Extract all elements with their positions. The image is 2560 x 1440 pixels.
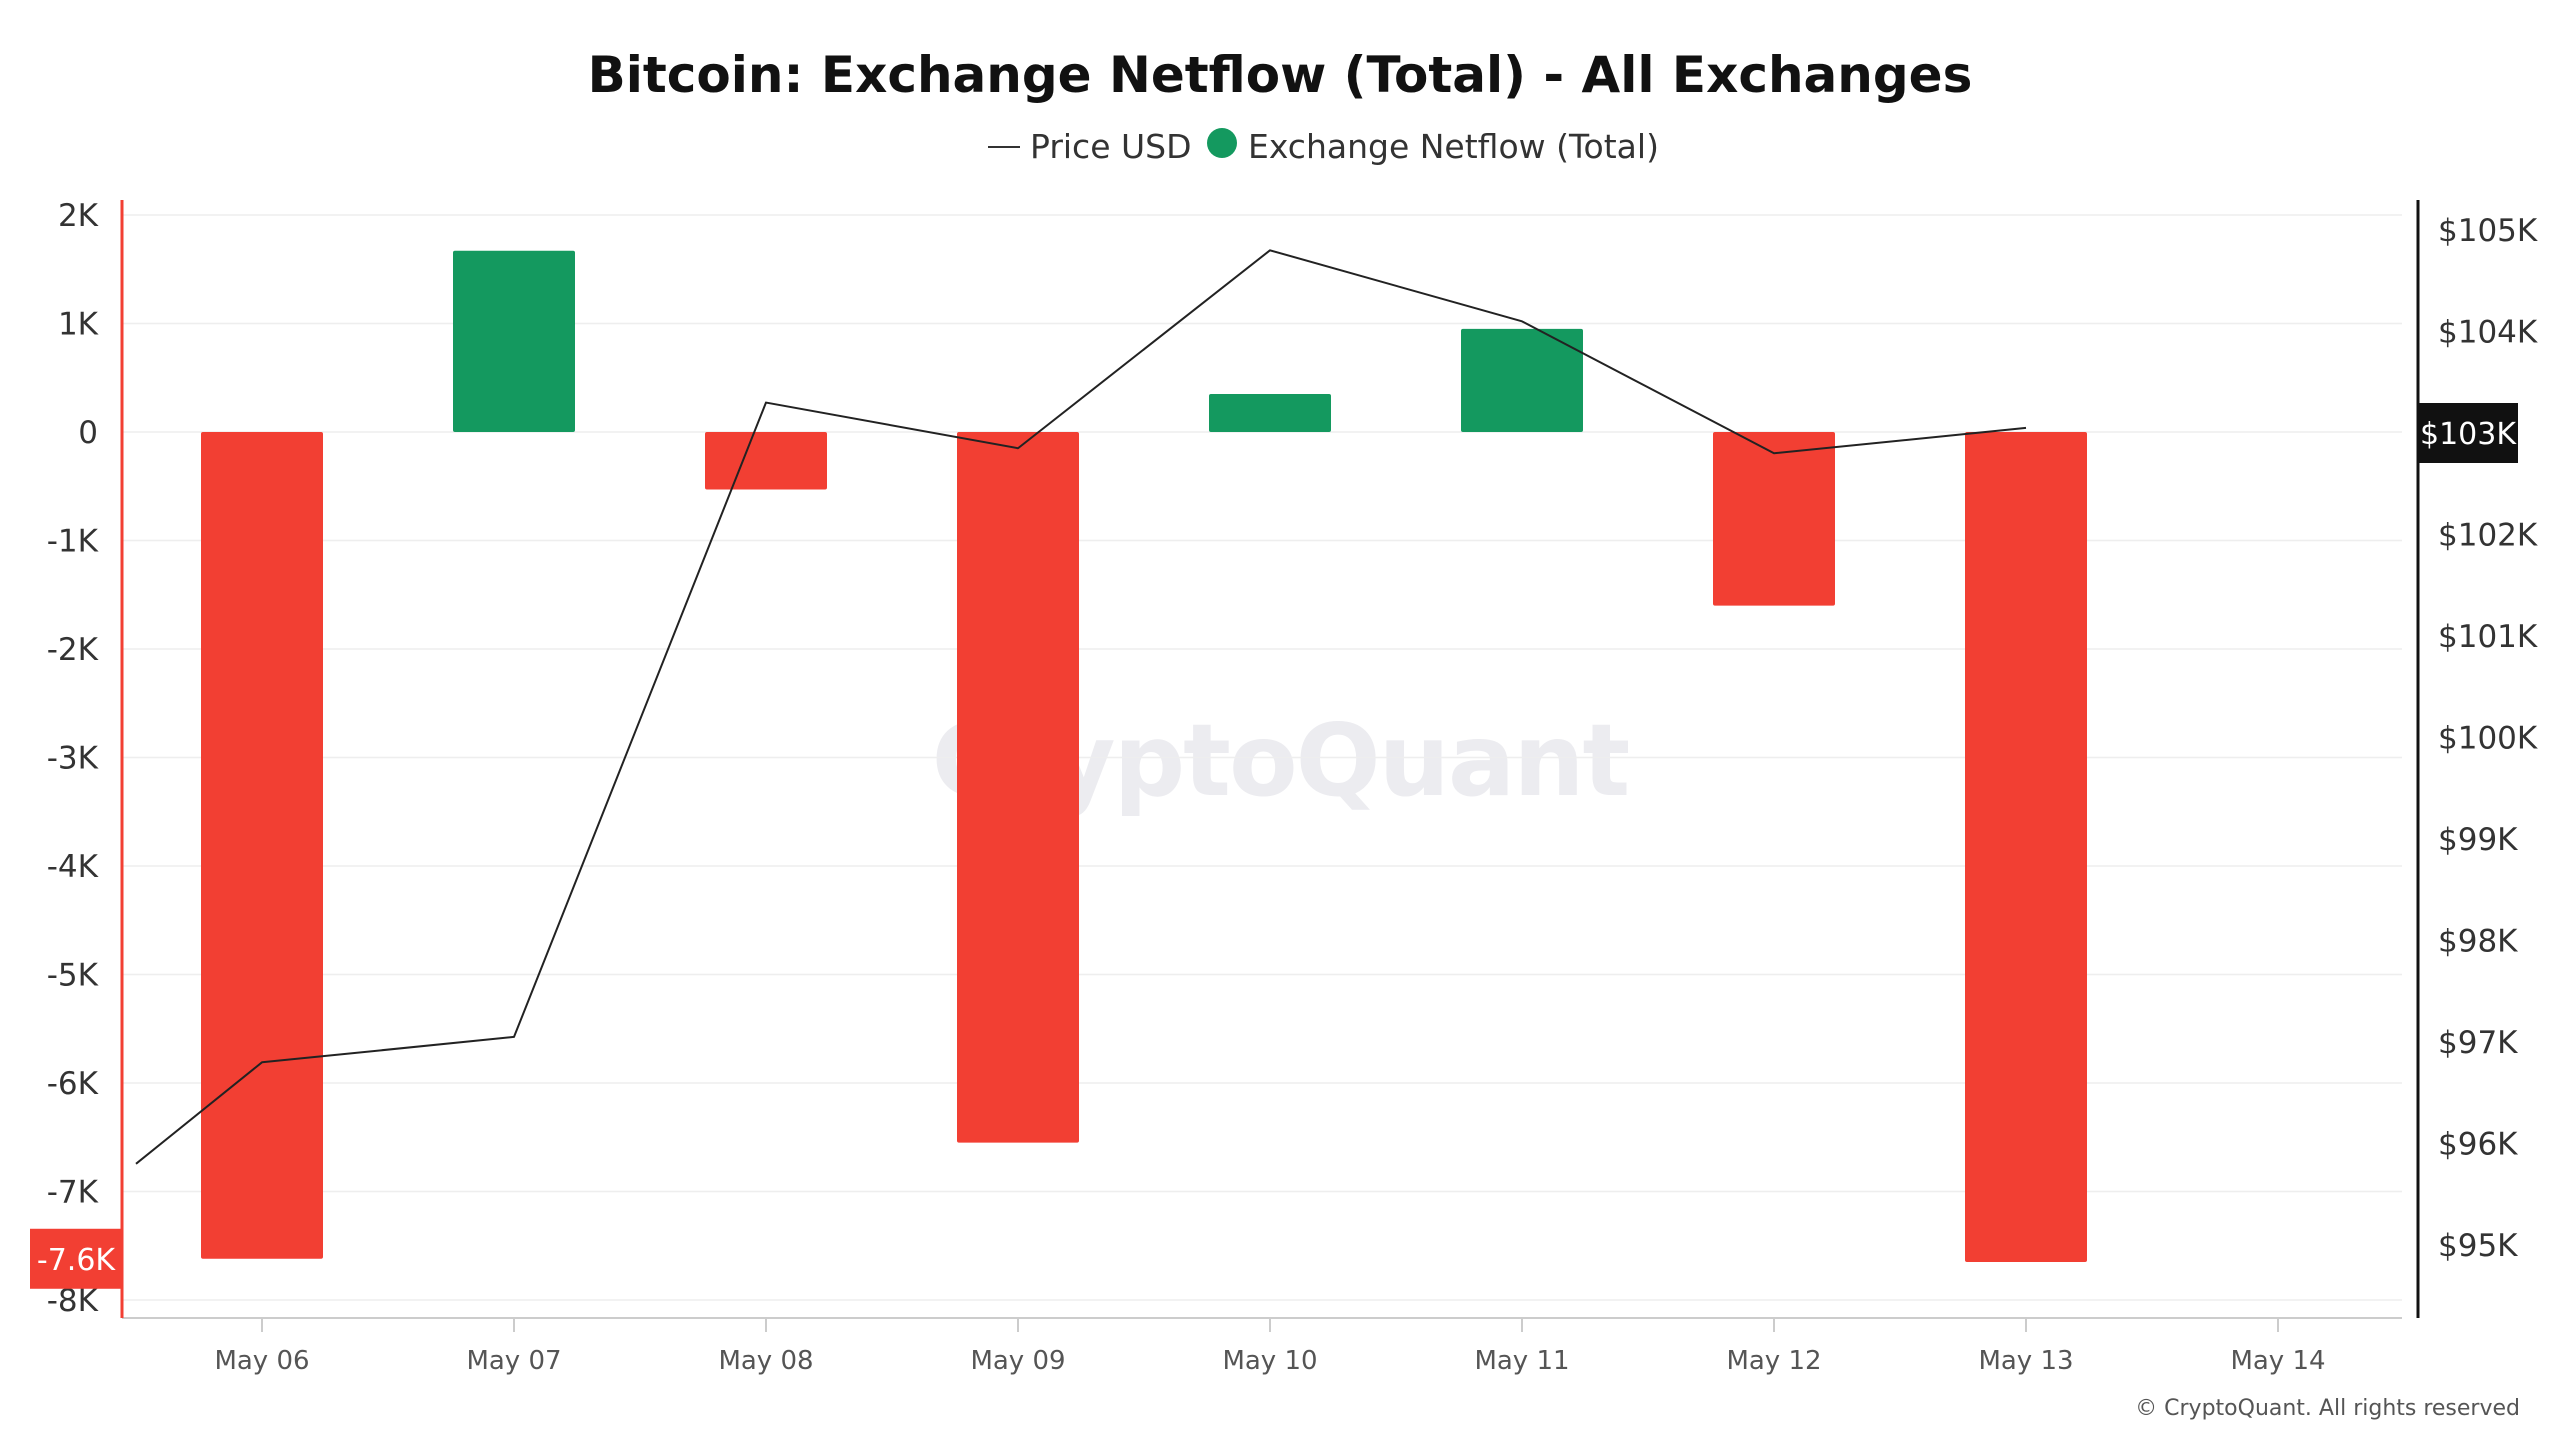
x-tick-label: May 10 xyxy=(1222,1346,1317,1376)
price-line[interactable] xyxy=(135,249,2027,1165)
netflow-bar[interactable] xyxy=(201,432,323,1259)
left-tick-label: -7K xyxy=(47,1175,99,1211)
netflow-bar[interactable] xyxy=(705,432,827,490)
right-tick-label: $102K xyxy=(2438,518,2538,554)
left-axis: 2K 1K 0 -1K -2K -3K -4K -5K -6K -7K -8K -7.6K xyxy=(30,198,124,1319)
x-tick-label: May 12 xyxy=(1726,1346,1821,1376)
left-tick-label: -2K xyxy=(47,632,99,668)
price-line-layer xyxy=(135,249,2027,1165)
right-tick-label: $97K xyxy=(2438,1025,2518,1061)
right-tick-label: $100K xyxy=(2438,721,2538,757)
chart-title: Bitcoin: Exchange Netflow (Total) - All … xyxy=(588,46,1973,104)
x-tick-label: May 09 xyxy=(970,1346,1065,1376)
left-tick-label: 0 xyxy=(78,415,98,451)
copyright-text: © CryptoQuant. All rights reserved xyxy=(2135,1396,2520,1421)
x-tick-label: May 14 xyxy=(2230,1346,2325,1376)
left-tick-label: -4K xyxy=(47,849,99,885)
right-tick-label: $96K xyxy=(2438,1127,2518,1163)
netflow-bar[interactable] xyxy=(1209,394,1331,432)
right-tick-label: $95K xyxy=(2438,1228,2518,1264)
right-tick-label: $101K xyxy=(2438,619,2538,655)
right-current-value-tag xyxy=(2418,403,2518,463)
x-axis-ticks: May 06 May 07 May 08 May 09 May 10 May 11 May … xyxy=(122,1317,2402,1376)
left-tick-label: 2K xyxy=(58,198,99,234)
x-tick-label: May 08 xyxy=(718,1346,813,1376)
left-tick-label: -5K xyxy=(47,958,99,994)
netflow-bar[interactable] xyxy=(957,432,1079,1143)
left-tick-label: 1K xyxy=(58,307,99,343)
x-tick-label: May 11 xyxy=(1474,1346,1569,1376)
left-tick-label: -6K xyxy=(47,1066,99,1102)
legend-label-price: Price USD xyxy=(1030,127,1192,166)
left-current-value-tag xyxy=(30,1228,122,1289)
x-tick-label: May 07 xyxy=(466,1346,561,1376)
left-tick-label: -3K xyxy=(47,741,99,777)
x-tick-label: May 06 xyxy=(214,1346,309,1376)
legend: Price USD Exchange Netflow (Total) xyxy=(988,127,1659,166)
right-tick-label: $99K xyxy=(2438,822,2518,858)
right-axis: $105K $104K $102K $101K $100K $99K $98K $97K $96… xyxy=(2416,200,2538,1318)
right-tick-label: $105K xyxy=(2438,213,2538,249)
legend-item-netflow[interactable]: Exchange Netflow (Total) xyxy=(1207,127,1659,166)
x-tick-label: May 13 xyxy=(1978,1346,2073,1376)
left-tick-label: -8K xyxy=(47,1283,99,1319)
left-current-value-text: -7.6K xyxy=(37,1243,117,1278)
netflow-bar[interactable] xyxy=(1461,328,1583,432)
legend-dot-marker xyxy=(1207,128,1237,158)
right-tick-label: $104K xyxy=(2438,315,2538,351)
legend-label-netflow: Exchange Netflow (Total) xyxy=(1248,127,1659,166)
left-tick-label: -1K xyxy=(47,524,99,560)
right-tick-label: $98K xyxy=(2438,924,2518,960)
netflow-bars xyxy=(201,250,2087,1263)
netflow-bar[interactable] xyxy=(453,250,575,432)
legend-item-price[interactable]: Price USD xyxy=(988,127,1192,166)
right-current-value-text: $103K xyxy=(2420,417,2517,452)
netflow-bar[interactable] xyxy=(1713,432,1835,606)
netflow-bar[interactable] xyxy=(1965,432,2087,1263)
